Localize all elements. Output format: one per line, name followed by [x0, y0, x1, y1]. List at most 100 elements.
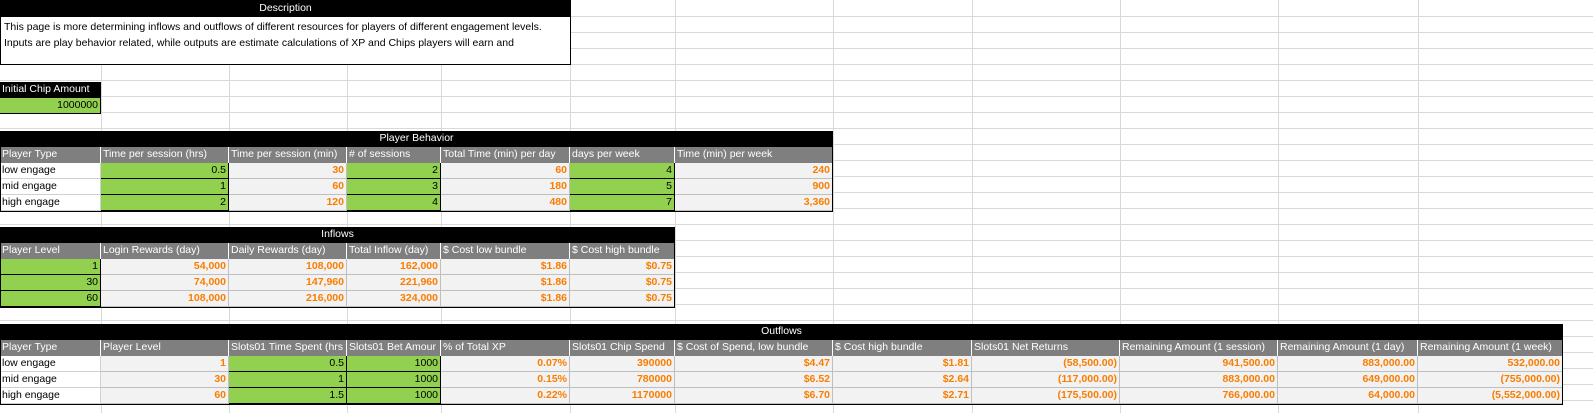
- outflows-title: Outflows: [0, 324, 1563, 340]
- grid-row-line: [0, 32, 1593, 33]
- outflows-cell: $1.81: [833, 356, 972, 372]
- outflows-column-header: Slots01 Chip Spend: [570, 340, 675, 356]
- outflows-cell: (117,000.00): [972, 372, 1120, 388]
- outflows-cell: 0.22%: [441, 388, 570, 404]
- outflows-cell: 883,000.00: [1278, 356, 1418, 372]
- player-behavior-cell[interactable]: 2: [347, 163, 441, 179]
- outflows-cell: 649,000.00: [1278, 372, 1418, 388]
- outflows-cell: 883,000.00: [1120, 372, 1278, 388]
- player-behavior-cell: 60: [229, 179, 347, 195]
- inflows-cell[interactable]: 60: [0, 291, 101, 307]
- player-behavior-cell: 180: [441, 179, 570, 195]
- player-behavior-column-header: Time per session (min): [229, 147, 347, 163]
- outflows-cell: $4.47: [675, 356, 833, 372]
- inflows-column-header: $ Cost high bundle: [570, 243, 675, 259]
- outflows-column-header: Player Level: [101, 340, 229, 356]
- player-behavior-column-header: days per week: [570, 147, 675, 163]
- inflows-cell: 54,000: [101, 259, 229, 275]
- grid-col-line: [1120, 0, 1121, 413]
- outflows-cell: 30: [101, 372, 229, 388]
- player-behavior-column-header: Time per session (hrs): [101, 147, 229, 163]
- outflows-cell: 780000: [570, 372, 675, 388]
- inflows-column-header: $ Cost low bundle: [441, 243, 570, 259]
- inflows-cell: $0.75: [570, 259, 675, 275]
- player-behavior-cell[interactable]: 5: [570, 179, 675, 195]
- outflows-column-header: Remaining Amount (1 day): [1278, 340, 1418, 356]
- outflows-cell[interactable]: 0.5: [229, 356, 347, 372]
- player-behavior-cell[interactable]: 7: [570, 195, 675, 211]
- outflows-cell: (5,552,000.00): [1418, 388, 1563, 404]
- grid-row-line: [0, 256, 1593, 257]
- outflows-cell: 60: [101, 388, 229, 404]
- player-behavior-cell[interactable]: 2: [101, 195, 229, 211]
- inflows-cell: $0.75: [570, 291, 675, 307]
- grid-row-line: [0, 288, 1593, 289]
- grid-row-line: [0, 16, 1593, 17]
- inflows-cell: 216,000: [229, 291, 347, 307]
- outflows-cell: (58,500.00): [972, 356, 1120, 372]
- outflows-column-header: Remaining Amount (1 week): [1418, 340, 1563, 356]
- player-behavior-cell[interactable]: 0.5: [101, 163, 229, 179]
- outflows-cell[interactable]: 1000: [347, 372, 441, 388]
- outflows-cell[interactable]: 1: [229, 372, 347, 388]
- grid-row-line: [0, 224, 1593, 225]
- player-behavior-column-header: Total Time (min) per day: [441, 147, 570, 163]
- inflows-cell: 108,000: [101, 291, 229, 307]
- grid-row-line: [0, 96, 1593, 97]
- outflows-cell[interactable]: 1000: [347, 388, 441, 404]
- inflows-cell: 221,960: [347, 275, 441, 291]
- outflows-cell: 532,000.00: [1418, 356, 1563, 372]
- inflows-cell: 162,000: [347, 259, 441, 275]
- outflows-column-header: $ Cost high bundle: [833, 340, 972, 356]
- player-behavior-cell[interactable]: 3: [347, 179, 441, 195]
- outflows-cell[interactable]: 1.5: [229, 388, 347, 404]
- player-behavior-cell[interactable]: 4: [570, 163, 675, 179]
- outflows-cell: $2.64: [833, 372, 972, 388]
- description-title: Description: [1, 1, 570, 17]
- inflows-cell: $1.86: [441, 291, 570, 307]
- player-behavior-cell: low engage: [0, 163, 101, 179]
- outflows-cell: $6.52: [675, 372, 833, 388]
- grid-col-line: [833, 0, 834, 413]
- grid-col-line: [1278, 0, 1279, 413]
- inflows-cell[interactable]: 30: [0, 275, 101, 291]
- outflows-cell: 766,000.00: [1120, 388, 1278, 404]
- inflows-cell: 147,960: [229, 275, 347, 291]
- inflows-cell: 324,000: [347, 291, 441, 307]
- outflows-cell: high engage: [0, 388, 101, 404]
- inflows-title: Inflows: [0, 227, 675, 243]
- grid-row-line: [0, 304, 1593, 305]
- inflows-cell: $1.86: [441, 259, 570, 275]
- outflows-column-header: Remaining Amount (1 session): [1120, 340, 1278, 356]
- player-behavior-cell: 60: [441, 163, 570, 179]
- outflows-cell: mid engage: [0, 372, 101, 388]
- outflows-cell: 1: [101, 356, 229, 372]
- initial-chip-value[interactable]: 1000000: [0, 98, 101, 114]
- player-behavior-cell[interactable]: 4: [347, 195, 441, 211]
- inflows-cell: $1.86: [441, 275, 570, 291]
- player-behavior-column-header: Time (min) per week: [675, 147, 833, 163]
- player-behavior-cell: 120: [229, 195, 347, 211]
- outflows-cell[interactable]: 1000: [347, 356, 441, 372]
- grid-col-line: [972, 0, 973, 413]
- outflows-cell: $2.71: [833, 388, 972, 404]
- description-box: Description This page is more determinin…: [0, 0, 571, 65]
- grid-row-line: [0, 240, 1593, 241]
- grid-row-line: [0, 80, 1593, 81]
- outflows-cell: 941,500.00: [1120, 356, 1278, 372]
- player-behavior-cell[interactable]: 1: [101, 179, 229, 195]
- grid-row-line: [0, 112, 1593, 113]
- inflows-cell: 108,000: [229, 259, 347, 275]
- initial-chip-label: Initial Chip Amount: [0, 82, 101, 98]
- outflows-cell: 1170000: [570, 388, 675, 404]
- player-behavior-column-header: # of sessions: [347, 147, 441, 163]
- player-behavior-cell: 3,360: [675, 195, 833, 211]
- inflows-cell: 74,000: [101, 275, 229, 291]
- player-behavior-cell: mid engage: [0, 179, 101, 195]
- outflows-cell: 390000: [570, 356, 675, 372]
- player-behavior-cell: high engage: [0, 195, 101, 211]
- player-behavior-title: Player Behavior: [0, 131, 833, 147]
- inflows-cell[interactable]: 1: [0, 259, 101, 275]
- outflows-column-header: $ Cost of Spend, low bundle: [675, 340, 833, 356]
- player-behavior-cell: 240: [675, 163, 833, 179]
